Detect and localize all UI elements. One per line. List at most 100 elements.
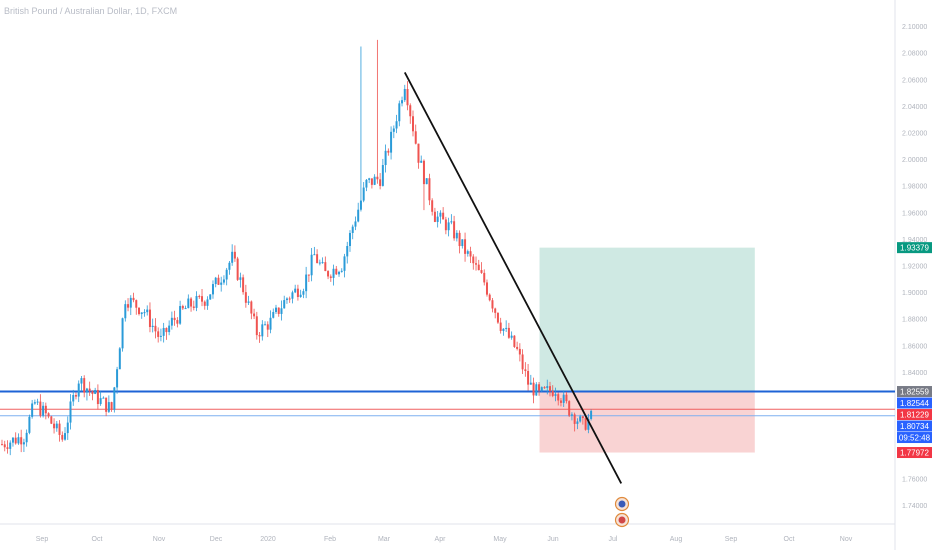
candle-body [61,434,64,440]
candle-body [127,304,130,308]
candle-body [436,216,439,222]
candle-body [113,387,116,410]
candle-body [116,369,119,388]
candle-body [258,335,261,337]
candle-body [420,160,423,163]
candle-body [211,284,214,295]
candle-body [244,292,247,303]
candle-body [33,402,36,404]
candle-body [50,416,53,424]
candle-body [121,318,124,349]
candle-body [146,309,149,313]
candle-body [74,395,77,397]
candle-body [551,390,554,396]
price-tick-label: 1.84000 [902,370,927,377]
candle-body [557,394,560,401]
price-tag-label: 1.80734 [900,422,929,431]
time-tick-label: Jul [609,536,618,543]
candle-body [266,324,269,330]
price-tag-label: 1.82559 [900,388,929,397]
candle-body [387,150,390,153]
candle-body [231,251,234,263]
candle-body [195,296,198,308]
candle-body [573,414,576,424]
candle-body [455,232,458,239]
candle-body [107,402,110,412]
candle-body [549,386,551,391]
time-tick-label: Mar [378,536,391,543]
candle-body [14,437,17,444]
price-tick-label: 2.08000 [902,51,927,58]
horizontal-lines[interactable] [0,390,895,417]
candle-body [318,262,321,264]
candle-body [20,437,23,445]
candle-body [179,306,182,324]
price-tick-label: 1.92000 [902,263,927,270]
candle-body [55,423,58,429]
candle-body [173,317,176,321]
candle-body [181,306,184,309]
flag-icon [618,516,626,524]
candle-body [159,335,162,337]
candle-body [58,423,61,435]
candle-body [170,317,173,326]
candle-body [225,269,228,280]
flag-icon [618,500,626,508]
candle-body [253,313,256,317]
trendline[interactable] [403,72,623,484]
candle-body [77,383,80,397]
candle-body [365,179,368,188]
candle-body [414,131,417,144]
candle-body [206,299,209,306]
candle-body [184,308,187,310]
candle-body [346,245,349,257]
candle-body [264,324,267,326]
candle-body [85,388,88,393]
long-position-tool[interactable] [539,247,755,453]
candle-body [236,258,239,280]
candle-body [217,277,220,285]
price-tag [897,242,932,254]
price-tag [897,447,932,459]
candle-body [464,239,467,254]
candle-body [433,211,436,222]
price-tag-label: 1.82544 [900,399,929,408]
candle-body [343,256,346,271]
candle-body [228,262,231,270]
event-markers[interactable] [614,496,630,528]
price-tick-label: 1.94000 [902,237,927,244]
chart-title: British Pound / Australian Dollar, 1D, F… [4,6,178,16]
candle-body [527,371,530,385]
candle-body [99,398,102,405]
time-tick-label: Apr [435,536,447,543]
candle-body [329,276,332,278]
candle-body [102,397,105,399]
candle-body [376,176,379,180]
candle-body [3,444,6,448]
candle-body [477,264,480,271]
time-tick-label: Dec [210,536,223,543]
candle-body [362,187,365,201]
candle-body [565,394,568,402]
price-tick-label: 1.86000 [902,343,927,350]
price-tag-label: 1.81229 [900,411,929,420]
price-tick-label: 2.04000 [902,104,927,111]
price-tag-label: 09:52:48 [899,434,931,443]
price-tick-label: 1.74000 [902,503,927,510]
candle-body [83,378,86,393]
candle-body [321,262,324,264]
candle-body [327,271,330,277]
candle-body [299,294,302,298]
candle-body [247,301,250,303]
candle-body [275,307,277,313]
candle-body [422,160,425,185]
candle-body [453,221,456,239]
candle-body [157,331,160,337]
candle-body [450,221,453,223]
candle-body [135,300,138,308]
price-tick-label: 2.06000 [902,77,927,84]
candle-body [587,418,590,430]
position-profit-zone [539,247,755,392]
candle-body [233,251,236,259]
